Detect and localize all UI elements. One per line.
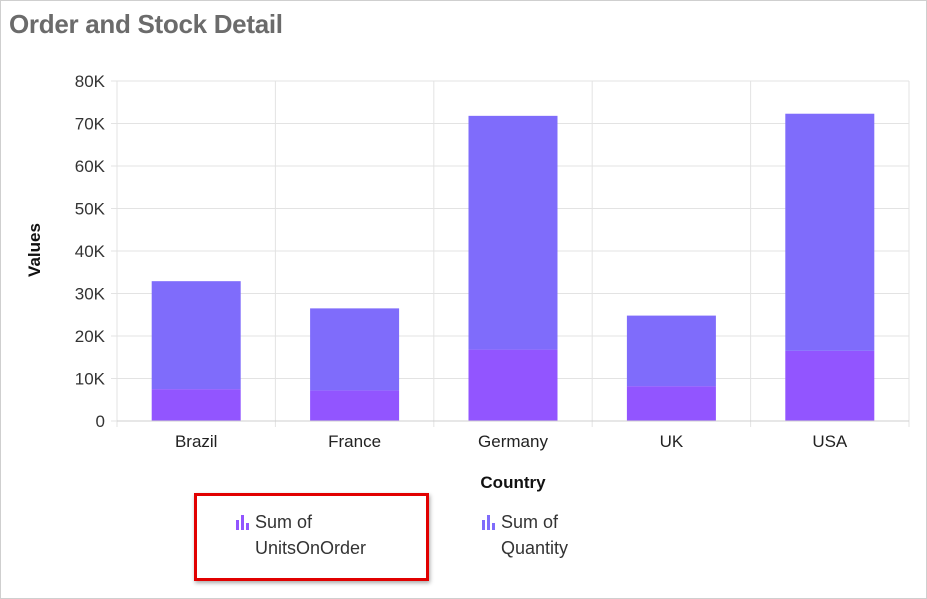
- bar-segment: [310, 308, 400, 391]
- y-tick-label: 80K: [75, 72, 106, 91]
- legend-item-units-on-order[interactable]: Sum of UnitsOnOrder: [235, 509, 395, 561]
- x-tick-label: USA: [812, 432, 848, 451]
- y-tick-label: 20K: [75, 327, 106, 346]
- y-tick-label: 50K: [75, 200, 106, 219]
- legend-label-line1: Sum of: [255, 512, 313, 532]
- bar-segment: [626, 386, 716, 421]
- y-tick-label: 70K: [75, 115, 106, 134]
- chart-title: Order and Stock Detail: [9, 9, 283, 39]
- bar-segment: [151, 389, 241, 421]
- bar-segment: [785, 350, 875, 421]
- bar-segment: [468, 115, 558, 350]
- bar-chart-icon: [482, 515, 495, 530]
- legend-label-line2: Quantity: [501, 538, 569, 558]
- x-tick-label: Brazil: [175, 432, 218, 451]
- x-tick-label: France: [328, 432, 381, 451]
- y-tick-label: 40K: [75, 242, 106, 261]
- bar-segment: [785, 113, 875, 351]
- legend-item-quantity[interactable]: Sum of Quantity: [481, 509, 641, 561]
- legend-label-line1: Sum of: [501, 512, 559, 532]
- y-tick-label: 30K: [75, 285, 106, 304]
- bar-segment: [151, 281, 241, 390]
- y-tick-label: 60K: [75, 157, 106, 176]
- bar-segment: [468, 349, 558, 421]
- x-axis-title: Country: [480, 473, 546, 492]
- bar-segment: [310, 390, 400, 421]
- bar-segment: [626, 315, 716, 387]
- y-tick-label: 0: [96, 412, 105, 431]
- x-tick-label: Germany: [478, 432, 548, 451]
- bar-chart-icon: [236, 515, 249, 530]
- y-tick-label: 10K: [75, 370, 106, 389]
- y-axis-title: Values: [25, 223, 44, 277]
- legend-label-line2: UnitsOnOrder: [255, 538, 367, 558]
- x-tick-label: UK: [660, 432, 684, 451]
- legend-highlight-box: [194, 493, 429, 581]
